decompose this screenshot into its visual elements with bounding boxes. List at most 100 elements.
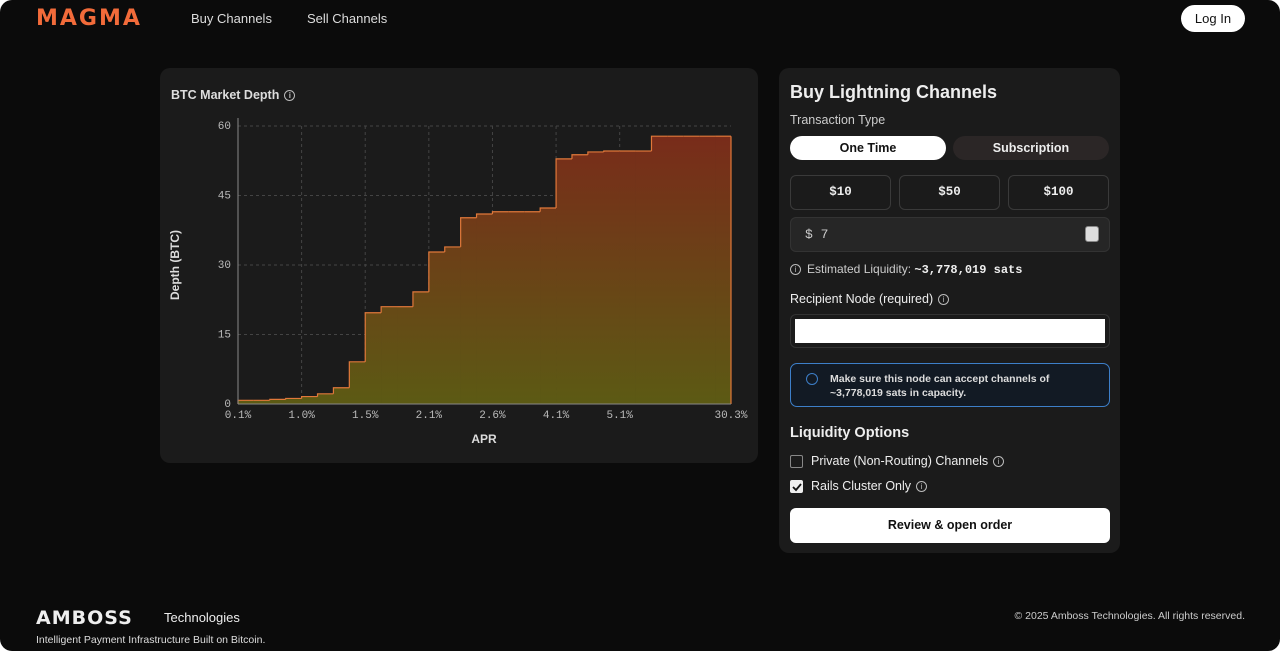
step-line	[301, 395, 318, 399]
step-area	[412, 291, 430, 404]
spinner[interactable]	[1085, 226, 1099, 242]
step-line	[587, 151, 604, 155]
step-line	[444, 246, 461, 253]
step-area	[317, 393, 334, 404]
step-area	[460, 217, 477, 404]
copyright: © 2025 Amboss Technologies. All rights r…	[1014, 610, 1245, 622]
step-line	[269, 398, 286, 401]
check	[792, 482, 802, 491]
amount-button[interactable]: $50	[899, 175, 1000, 210]
step-line	[650, 135, 668, 152]
y-tick-label: 60	[218, 121, 231, 133]
step-line	[460, 217, 477, 247]
step-area	[603, 151, 620, 404]
tab[interactable]: One Time	[790, 136, 946, 160]
footer-brand: AMBOSS	[36, 607, 133, 629]
step-area	[540, 208, 557, 404]
x-tick-label: 5.1%	[606, 410, 633, 422]
option-label: Rails Cluster Only	[811, 479, 912, 493]
step-area	[428, 252, 446, 404]
step-area	[587, 151, 605, 404]
notice: Make sure this node can accept channels …	[790, 363, 1110, 407]
step-area	[476, 214, 493, 404]
section-title: Liquidity Options	[790, 425, 910, 441]
tab[interactable]: Subscription	[953, 136, 1109, 160]
estimate-label: Estimated Liquidity:	[807, 262, 912, 276]
option[interactable]: Rails Cluster Only i	[790, 479, 928, 493]
tagline: Intelligent Payment Infrastructure Built…	[36, 634, 266, 646]
step-area	[556, 158, 573, 404]
checkbox[interactable]	[790, 454, 803, 468]
x-tick-label: 0.1%	[225, 410, 252, 422]
step-area	[508, 211, 525, 404]
step-area	[715, 136, 732, 404]
amount-value: 7	[820, 227, 829, 242]
step-line	[285, 397, 302, 400]
nav-link[interactable]: Sell Channels	[307, 11, 388, 26]
step-line	[603, 150, 620, 152]
step-line	[316, 393, 334, 397]
option-label: Private (Non-Routing) Channels	[811, 454, 989, 468]
y-tick-label: 15	[218, 329, 231, 341]
step-line	[571, 154, 588, 159]
notice-text: Make sure this node can accept channels …	[830, 373, 1050, 399]
x-tick-label: 2.1%	[416, 410, 443, 422]
step-area	[492, 211, 509, 404]
step-line	[332, 387, 350, 394]
step-area	[524, 211, 541, 404]
option[interactable]: Private (Non-Routing) Channels i	[790, 454, 1005, 468]
step-area	[238, 400, 255, 404]
nav-link[interactable]: Buy Channels	[191, 11, 272, 26]
step-area	[444, 246, 461, 404]
step-area	[667, 136, 684, 404]
step-area	[571, 154, 589, 404]
step-line	[428, 251, 445, 292]
amount-button[interactable]: $10	[790, 175, 891, 210]
step-area	[365, 312, 382, 404]
x-tick-label: 1.0%	[288, 410, 315, 422]
step-line	[539, 207, 557, 212]
amount-button[interactable]: $100	[1008, 175, 1109, 210]
amount-input[interactable]: $ 7	[790, 217, 1110, 252]
step-line	[380, 306, 398, 313]
x-tick-label: 30.3%	[714, 410, 747, 422]
x-axis-label: APR	[471, 432, 497, 446]
step-line	[364, 312, 382, 362]
step-area	[699, 136, 716, 404]
step-area	[349, 361, 366, 404]
step-area	[301, 396, 318, 404]
step-line	[412, 291, 429, 307]
step-line	[475, 213, 493, 218]
chart: Depth (BTC) APR 0 15 30 45 60 0.1% 1.0% 1.5% 2.1…	[168, 118, 748, 446]
submit-button[interactable]: Review & open order	[790, 508, 1110, 543]
step-line	[555, 158, 572, 209]
y-tick-label: 30	[218, 260, 231, 272]
order-card: Buy Lightning Channels Transaction Type …	[779, 68, 1120, 553]
recipient-input[interactable]	[790, 314, 1110, 348]
chart-card: BTC Market Depth i Depth (BTC) APR 0 15 30 4…	[160, 68, 758, 463]
step-area	[285, 398, 302, 404]
y-tick-label: 0	[224, 399, 231, 411]
y-tick-label: 45	[218, 190, 231, 202]
step-area	[269, 399, 287, 404]
footer-brand-suffix: Technologies	[164, 610, 240, 625]
label: Recipient Node (required)	[790, 292, 934, 306]
login-button[interactable]: Log In	[1181, 5, 1245, 32]
form-title: Buy Lightning Channels	[790, 82, 997, 102]
info-icon[interactable]: i	[284, 90, 296, 102]
checkbox[interactable]	[790, 479, 803, 493]
step-area	[619, 151, 636, 404]
step-line	[348, 361, 366, 388]
info-icon[interactable]: i	[916, 480, 928, 492]
x-tick-label: 4.1%	[543, 410, 570, 422]
x-tick-label: 1.5%	[352, 410, 379, 422]
step-area	[635, 151, 652, 404]
currency: $	[805, 227, 813, 242]
logo[interactable]: MAGMA	[36, 6, 142, 31]
x-tick-label: 2.6%	[479, 410, 506, 422]
step-area	[397, 306, 414, 404]
info-icon[interactable]: i	[993, 455, 1005, 467]
estimate-value: ~3,778,019 sats	[914, 263, 1023, 277]
label: Transaction Type	[790, 113, 886, 127]
step-area	[381, 306, 398, 404]
